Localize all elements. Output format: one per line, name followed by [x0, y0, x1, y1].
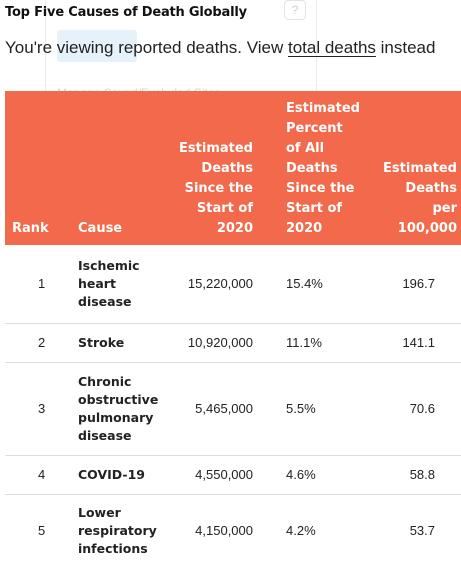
rank-cell: 4 [38, 466, 46, 482]
header-per100k-line: per [432, 201, 457, 216]
header-per100k-line: Estimated [383, 161, 457, 176]
page-title: Top Five Causes of Death Globally [5, 5, 247, 20]
percent-cell: 4.6% [286, 466, 316, 482]
header-estimated-deaths: Estimated Deaths Since the Start of 2020 [179, 139, 253, 239]
table-row: 4 COVID-19 4,550,000 4.6% 58.8 [5, 455, 461, 495]
header-deaths-line: Start of [196, 201, 253, 216]
cause-line: Chronic [78, 373, 132, 389]
header-cause: Cause [78, 221, 123, 236]
subtitle-prefix: You're viewing reported deaths. View [5, 38, 284, 57]
cause-cell: COVID-19 [78, 466, 145, 484]
overlay-button[interactable] [57, 30, 137, 62]
subtitle: You're viewing reported deaths. View tot… [5, 38, 435, 58]
cause-line: disease [78, 427, 132, 443]
per100k-cell: 70.6 [409, 400, 435, 416]
cause-cell: Ischemic heart disease [78, 257, 140, 311]
header-per100k-line: Deaths [405, 181, 457, 196]
header-rank: Rank [12, 221, 49, 236]
cause-line: pulmonary [78, 409, 154, 425]
deaths-cell: 5,465,000 [195, 400, 253, 416]
per100k-cell: 58.8 [409, 466, 435, 482]
header-deaths-line: 2020 [216, 221, 253, 236]
cause-line: COVID-19 [78, 466, 145, 482]
cause-line: heart [78, 276, 116, 291]
cause-line: infections [78, 540, 148, 556]
table-row: 3 Chronic obstructive pulmonary disease 5,465… [5, 362, 461, 456]
header-percent-line: Since the [286, 181, 355, 196]
total-deaths-link[interactable]: total deaths [288, 38, 376, 57]
cause-line: Lower [78, 504, 121, 520]
header-deaths-line: Estimated [179, 141, 253, 156]
header-deaths-per-100k: Estimated Deaths per 100,000 [383, 159, 457, 239]
table-header: Rank Cause Estimated Deaths Since the Start… [5, 91, 461, 245]
header-percent-line: Start of [286, 201, 343, 216]
cause-line: Stroke [78, 334, 125, 350]
cause-cell: Lower respiratory infections [78, 504, 157, 558]
header-percent-line: Percent [286, 121, 343, 136]
table-row: 1 Ischemic heart disease 15,220,000 15.4% 196.… [5, 245, 461, 324]
per100k-cell: 196.7 [402, 276, 435, 291]
percent-cell: 11.1% [286, 334, 322, 350]
header-estimated-percent: Estimated Percent of All Deaths Since the Sta… [286, 99, 360, 239]
subtitle-suffix: instead [380, 38, 436, 57]
deaths-cell: 4,550,000 [195, 466, 253, 482]
header-percent-line: of All [286, 141, 325, 156]
header-percent-line: Deaths [286, 161, 338, 176]
help-icon[interactable]: ? [284, 0, 306, 20]
cause-line: obstructive [78, 391, 159, 407]
percent-cell: 5.5% [286, 400, 316, 416]
percent-cell: 4.2% [286, 522, 316, 538]
per100k-cell: 141.1 [402, 334, 435, 350]
table-row: 2 Stroke 10,920,000 11.1% 141.1 [5, 323, 461, 363]
cause-line: respiratory [78, 522, 157, 538]
per100k-cell: 53.7 [409, 522, 435, 538]
header-percent-line: 2020 [286, 221, 323, 236]
deaths-cell: 15,220,000 [187, 276, 253, 291]
cause-line: Ischemic [78, 258, 140, 273]
cause-cell: Stroke [78, 334, 124, 352]
cause-cell: Chronic obstructive pulmonary disease [78, 373, 158, 445]
rank-cell: 5 [38, 522, 46, 538]
percent-cell: 15.4% [286, 276, 323, 291]
rank-cell: 1 [38, 276, 46, 291]
deaths-cell: 4,150,000 [195, 522, 253, 538]
header-deaths-line: Deaths [201, 161, 253, 176]
header-per100k-line: 100,000 [397, 221, 457, 236]
rank-cell: 2 [38, 334, 46, 350]
rank-cell: 3 [38, 400, 46, 416]
table-row: 5 Lower respiratory infections 4,150,000 4.2%… [5, 494, 461, 567]
deaths-cell: 10,920,000 [187, 334, 253, 350]
header-deaths-line: Since the [184, 181, 253, 196]
cause-line: disease [78, 294, 132, 309]
header-percent-line: Estimated [286, 101, 360, 116]
